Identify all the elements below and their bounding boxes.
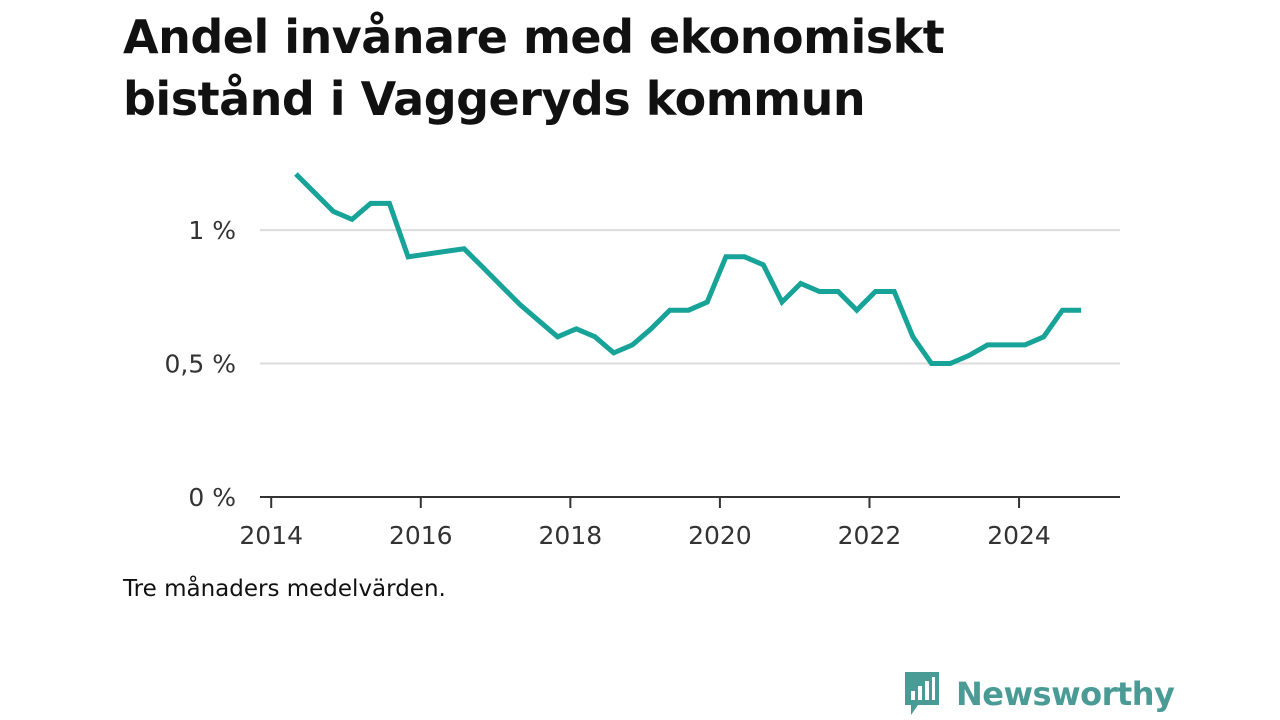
- y-tick-label: 0,5 %: [165, 350, 236, 379]
- bar-chart-speech-bubble-icon: [905, 672, 939, 715]
- x-tick-label: 2014: [239, 521, 303, 550]
- chart-footnote: Tre månaders medelvärden.: [123, 576, 446, 602]
- chart-title: Andel invånare med ekonomiskt bistånd i …: [123, 10, 945, 126]
- x-tick-label: 2022: [838, 521, 902, 550]
- brand-name: Newsworthy: [956, 675, 1175, 713]
- x-axis: 2014 2016 2018 2020 2022 2024: [239, 496, 1120, 550]
- x-tick-label: 2024: [987, 521, 1051, 550]
- series-line: [294, 172, 1082, 366]
- series-layer: [294, 172, 1082, 366]
- x-tick-label: 2020: [688, 521, 752, 550]
- y-axis-labels: 0 % 0,5 % 1 %: [165, 216, 236, 512]
- x-tick-label: 2016: [389, 521, 453, 550]
- grid-lines: [260, 229, 1120, 365]
- y-tick-label: 0 %: [188, 483, 236, 512]
- y-tick-label: 1 %: [188, 216, 236, 245]
- brand-logo[interactable]: Newsworthy: [902, 668, 1175, 720]
- x-tick-label: 2018: [539, 521, 603, 550]
